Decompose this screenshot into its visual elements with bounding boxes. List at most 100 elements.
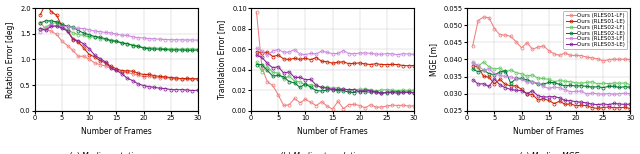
- Ours (RLES02-LF): [496, 67, 504, 69]
- Ours (RLES03-LF): [329, 53, 337, 55]
- Ours (RLES03-LF): [367, 53, 374, 54]
- Ours (RLES02-LE): [312, 90, 320, 91]
- Ours (RLES02-LE): [372, 91, 380, 93]
- Ours (RLES03-LF): [572, 90, 580, 92]
- Ours (RLES02-LF): [275, 72, 282, 74]
- Ours (RLES01-LE): [512, 85, 520, 87]
- Ours (RLES01-LF): [410, 105, 418, 107]
- Ours (RLES03-LF): [362, 52, 369, 54]
- Ours (RLES03-LE): [178, 89, 186, 91]
- Ours (RLES03-LE): [140, 85, 147, 86]
- Ours (RLES03-LF): [518, 79, 525, 80]
- Ours (RLES01-LF): [318, 101, 326, 103]
- Ours (RLES02-LF): [140, 47, 147, 49]
- Ours (RLES01-LE): [107, 65, 115, 67]
- Ours (RLES01-LF): [496, 34, 504, 36]
- Ours (RLES02-LF): [480, 61, 488, 63]
- Line: Ours (RLES03-LE): Ours (RLES03-LE): [255, 54, 415, 95]
- Ours (RLES03-LE): [96, 58, 104, 60]
- Ours (RLES01-LE): [301, 57, 309, 59]
- Ours (RLES01-LF): [96, 64, 104, 66]
- X-axis label: Number of Frames: Number of Frames: [513, 127, 584, 136]
- Ours (RLES02-LE): [367, 91, 374, 93]
- Ours (RLES01-LE): [545, 99, 552, 101]
- Ours (RLES02-LF): [36, 28, 44, 30]
- Line: Ours (RLES03-LE): Ours (RLES03-LE): [39, 24, 200, 92]
- Ours (RLES03-LE): [36, 28, 44, 30]
- Ours (RLES03-LF): [594, 93, 602, 95]
- Ours (RLES01-LF): [269, 85, 276, 86]
- Ours (RLES02-LF): [91, 36, 99, 38]
- Ours (RLES01-LF): [280, 105, 287, 106]
- Ours (RLES01-LE): [183, 77, 191, 79]
- Ours (RLES03-LF): [610, 93, 618, 95]
- Ours (RLES02-LF): [42, 26, 50, 28]
- Ours (RLES03-LE): [189, 90, 196, 91]
- Ours (RLES02-LE): [545, 82, 552, 83]
- Ours (RLES02-LF): [69, 32, 77, 34]
- Line: Ours (RLES02-LE): Ours (RLES02-LE): [471, 67, 632, 89]
- Ours (RLES02-LF): [80, 34, 88, 36]
- Ours (RLES02-LF): [367, 89, 374, 91]
- Ours (RLES03-LF): [296, 53, 304, 55]
- Ours (RLES02-LE): [340, 90, 348, 91]
- Ours (RLES02-LE): [616, 87, 623, 88]
- Ours (RLES03-LE): [572, 101, 580, 103]
- Ours (RLES01-LF): [378, 106, 385, 108]
- Ours (RLES02-LE): [534, 83, 541, 85]
- Line: Ours (RLES02-LF): Ours (RLES02-LF): [39, 21, 200, 51]
- Ours (RLES03-LF): [47, 24, 55, 26]
- Ours (RLES03-LE): [63, 30, 71, 32]
- Ours (RLES01-LE): [80, 47, 88, 49]
- Ours (RLES03-LE): [58, 27, 66, 29]
- Ours (RLES03-LF): [540, 85, 547, 87]
- Ours (RLES01-LE): [529, 94, 536, 95]
- Ours (RLES03-LE): [480, 83, 488, 85]
- Ours (RLES03-LF): [621, 92, 628, 94]
- Ours (RLES01-LF): [91, 62, 99, 64]
- Ours (RLES01-LE): [469, 65, 477, 67]
- Ours (RLES02-LE): [307, 86, 315, 88]
- Ours (RLES01-LE): [367, 64, 374, 65]
- Ours (RLES01-LF): [491, 28, 499, 29]
- Ours (RLES03-LF): [561, 89, 569, 91]
- Ours (RLES02-LE): [150, 48, 158, 50]
- Ours (RLES02-LE): [167, 49, 175, 51]
- Line: Ours (RLES03-LF): Ours (RLES03-LF): [255, 47, 415, 57]
- Ours (RLES02-LE): [518, 77, 525, 79]
- Ours (RLES02-LE): [134, 45, 142, 47]
- Ours (RLES03-LF): [172, 39, 180, 41]
- Line: Ours (RLES01-LE): Ours (RLES01-LE): [39, 2, 200, 80]
- Ours (RLES01-LF): [507, 35, 515, 37]
- Ours (RLES01-LF): [405, 105, 413, 107]
- Ours (RLES03-LF): [372, 53, 380, 55]
- Ours (RLES02-LF): [383, 89, 391, 91]
- Ours (RLES01-LF): [356, 105, 364, 106]
- Ours (RLES01-LF): [291, 97, 298, 99]
- Ours (RLES02-LF): [469, 61, 477, 63]
- Ours (RLES02-LF): [410, 89, 418, 91]
- Ours (RLES02-LF): [47, 23, 55, 24]
- Ours (RLES03-LF): [550, 86, 558, 88]
- Line: Ours (RLES02-LF): Ours (RLES02-LF): [255, 60, 415, 93]
- Ours (RLES01-LE): [285, 59, 293, 60]
- Ours (RLES03-LF): [194, 39, 202, 41]
- Ours (RLES01-LE): [599, 107, 607, 108]
- Ours (RLES01-LE): [323, 61, 331, 63]
- Ours (RLES01-LE): [496, 78, 504, 80]
- Ours (RLES03-LE): [529, 90, 536, 92]
- Ours (RLES01-LE): [52, 14, 60, 16]
- Ours (RLES01-LE): [96, 60, 104, 62]
- Ours (RLES03-LF): [605, 93, 612, 94]
- Ours (RLES02-LE): [161, 49, 169, 50]
- Line: Ours (RLES01-LF): Ours (RLES01-LF): [255, 11, 415, 111]
- Ours (RLES02-LE): [351, 92, 358, 93]
- Ours (RLES02-LE): [318, 90, 326, 92]
- Ours (RLES03-LE): [627, 103, 634, 105]
- Ours (RLES03-LF): [312, 53, 320, 55]
- Ours (RLES03-LE): [518, 90, 525, 91]
- Ours (RLES01-LE): [334, 61, 342, 63]
- Ours (RLES02-LE): [189, 49, 196, 51]
- Ours (RLES02-LF): [556, 80, 563, 81]
- Ours (RLES01-LE): [372, 63, 380, 65]
